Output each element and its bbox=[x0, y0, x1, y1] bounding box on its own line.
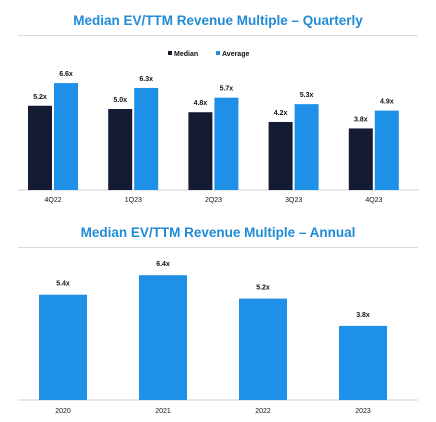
bar-average-4Q23 bbox=[374, 110, 399, 190]
legend-swatch-average bbox=[216, 51, 220, 55]
annual-chart-title: Median EV/TTM Revenue Multiple – Annual bbox=[80, 225, 356, 240]
bar-average-4Q22 bbox=[54, 83, 78, 190]
data-label-annual-2021: 6.4x bbox=[156, 261, 170, 268]
data-label-annual-2023: 3.8x bbox=[356, 312, 370, 319]
quarterly-title-divider bbox=[18, 35, 418, 36]
x-tick-2023: 2023 bbox=[355, 408, 371, 415]
x-tick-4Q22: 4Q22 bbox=[45, 197, 62, 204]
data-label-median-1Q23: 5.0x bbox=[113, 97, 127, 104]
bar-annual-2022 bbox=[239, 298, 287, 400]
legend-label-median: Median bbox=[174, 51, 198, 58]
quarterly-chart: Median Average 5.2x 6.6x 4Q22 5.0x 6.3x 1Q23 4.8… bbox=[18, 51, 419, 204]
data-label-annual-2022: 5.2x bbox=[256, 285, 270, 292]
annual-title-divider bbox=[18, 247, 418, 248]
bar-median-4Q22 bbox=[28, 105, 52, 190]
data-label-median-3Q23: 4.2x bbox=[274, 110, 288, 117]
data-label-median-4Q23: 3.8x bbox=[354, 116, 368, 123]
x-tick-1Q23: 1Q23 bbox=[125, 197, 142, 204]
bar-average-2Q23 bbox=[214, 97, 239, 190]
legend-label-average: Average bbox=[222, 51, 249, 58]
legend-swatch-median bbox=[168, 51, 172, 55]
data-label-median-2Q23: 4.8x bbox=[194, 100, 208, 107]
data-label-average-3Q23: 5.3x bbox=[300, 92, 314, 99]
bar-annual-2023 bbox=[339, 325, 387, 400]
bar-average-1Q23 bbox=[134, 87, 159, 190]
bar-median-4Q23 bbox=[348, 128, 373, 190]
data-label-annual-2020: 5.4x bbox=[56, 281, 70, 288]
bar-annual-2021 bbox=[139, 275, 187, 400]
data-label-median-4Q22: 5.2x bbox=[33, 94, 47, 101]
data-label-average-2Q23: 5.7x bbox=[220, 86, 234, 93]
bar-annual-2020 bbox=[39, 294, 87, 400]
data-label-average-4Q23: 4.9x bbox=[380, 99, 394, 106]
bar-median-1Q23 bbox=[108, 109, 133, 190]
data-label-average-1Q23: 6.3x bbox=[139, 76, 153, 83]
data-label-average-4Q22: 6.6x bbox=[59, 71, 73, 78]
x-tick-2021: 2021 bbox=[155, 408, 171, 415]
x-tick-3Q23: 3Q23 bbox=[285, 197, 302, 204]
x-tick-4Q23: 4Q23 bbox=[365, 197, 382, 204]
x-tick-2022: 2022 bbox=[255, 408, 271, 415]
x-tick-2Q23: 2Q23 bbox=[205, 197, 222, 204]
x-tick-2020: 2020 bbox=[55, 408, 71, 415]
bar-median-2Q23 bbox=[188, 112, 213, 190]
quarterly-chart-title: Median EV/TTM Revenue Multiple – Quarter… bbox=[73, 13, 363, 28]
bar-median-3Q23 bbox=[268, 121, 293, 190]
bar-average-3Q23 bbox=[294, 104, 319, 190]
